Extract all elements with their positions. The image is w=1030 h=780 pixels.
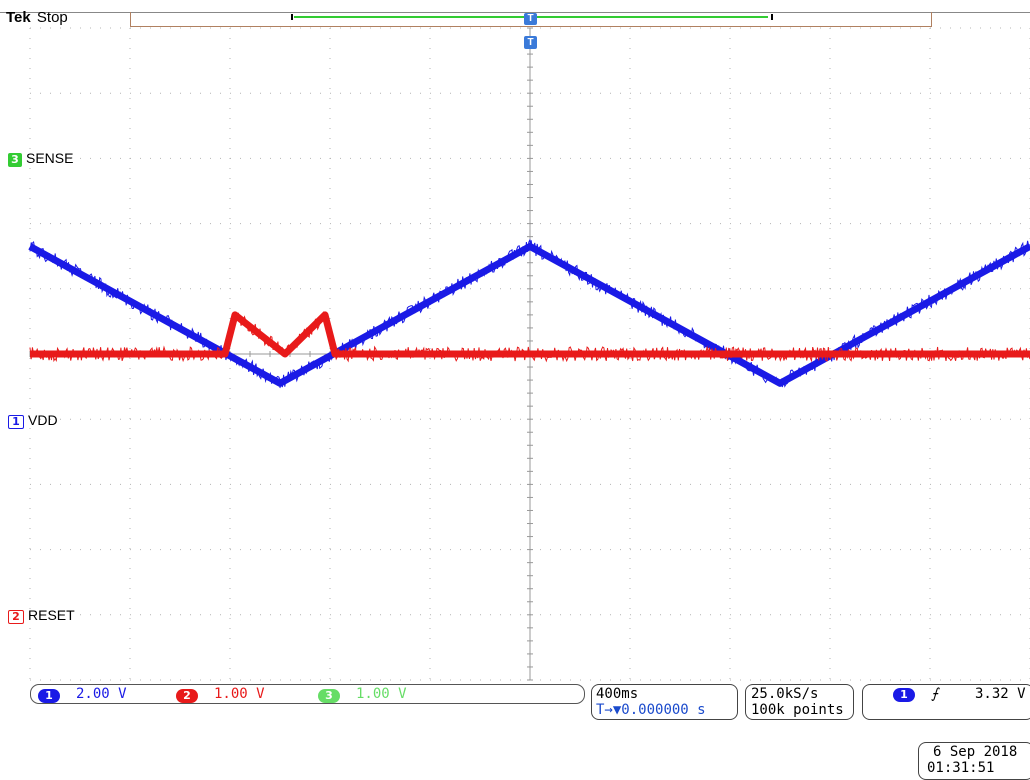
top-bar xyxy=(0,0,1030,13)
acquisition-box[interactable]: 25.0kS/s 100k points xyxy=(745,684,854,720)
channel-2-scale[interactable]: 2 xyxy=(176,686,198,704)
channel-3-scale-value: 1.00 V xyxy=(356,686,407,702)
channel-1-scale-value: 2.00 V xyxy=(76,686,127,702)
channel-scale-bar xyxy=(30,684,585,704)
channel-2-marker[interactable]: 2 RESET xyxy=(8,607,75,624)
channel-1-label: VDD xyxy=(28,412,58,428)
expansion-point-icon[interactable]: T xyxy=(524,36,537,49)
rising-edge-icon: ⨍ xyxy=(931,686,939,702)
record-overview[interactable] xyxy=(130,12,932,27)
horizontal-position-value: 0.000000 s xyxy=(621,702,706,718)
channel-3-label: SENSE xyxy=(26,150,74,166)
trace-vdd xyxy=(28,239,1030,389)
acquisition-status: Stop xyxy=(36,9,68,26)
trace-reset xyxy=(29,311,1030,363)
date: 6 Sep 2018 xyxy=(933,744,1018,760)
channel-2-label: RESET xyxy=(28,607,75,623)
datetime-box: 6 Sep 2018 01:31:51 xyxy=(918,742,1030,780)
trigger-source-icon: 1 xyxy=(893,688,915,702)
brand-logo: Tek xyxy=(6,9,31,26)
channel-1-scale[interactable]: 1 xyxy=(38,686,60,704)
header: Tek Stop xyxy=(6,9,68,26)
channel-2-scale-value: 1.00 V xyxy=(214,686,265,702)
trace-reset-noise xyxy=(29,311,1030,363)
timebase-box[interactable]: 400ms T→▼0.000000 s xyxy=(591,684,738,720)
channel-1-marker[interactable]: 1 VDD xyxy=(8,412,58,429)
channel-1-badge-icon: 1 xyxy=(8,415,24,429)
trigger-box[interactable]: 1 ⨍ 3.32 V xyxy=(862,684,1030,720)
trigger-position-arrow-icon: T→▼ xyxy=(596,702,622,718)
channel-3-badge-icon: 3 xyxy=(8,153,22,167)
trigger-position-icon[interactable]: T xyxy=(524,13,537,25)
trace-vdd-noise xyxy=(29,239,1030,389)
channel-2-badge-icon: 2 xyxy=(8,610,24,624)
channel-2-scale-icon: 2 xyxy=(176,689,198,703)
channel-3-scale-icon: 3 xyxy=(318,689,340,703)
record-view-window xyxy=(291,14,773,20)
trigger-level: 3.32 V xyxy=(975,686,1026,702)
timebase-per-div: 400ms xyxy=(596,686,639,702)
channel-3-marker[interactable]: 3 SENSE xyxy=(8,150,73,167)
horizontal-position: T→▼0.000000 s xyxy=(596,702,737,718)
time: 01:31:51 xyxy=(927,760,995,776)
trace-layer xyxy=(28,239,1030,389)
channel-1-scale-icon: 1 xyxy=(38,689,60,703)
record-length: 100k points xyxy=(751,702,844,718)
channel-3-scale[interactable]: 3 xyxy=(318,686,340,704)
sample-rate: 25.0kS/s xyxy=(751,686,819,702)
